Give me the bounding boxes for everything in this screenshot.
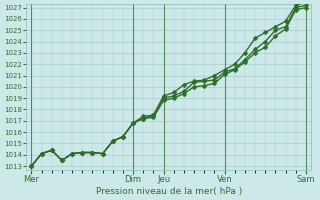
X-axis label: Pression niveau de la mer( hPa ): Pression niveau de la mer( hPa ): [96, 187, 242, 196]
